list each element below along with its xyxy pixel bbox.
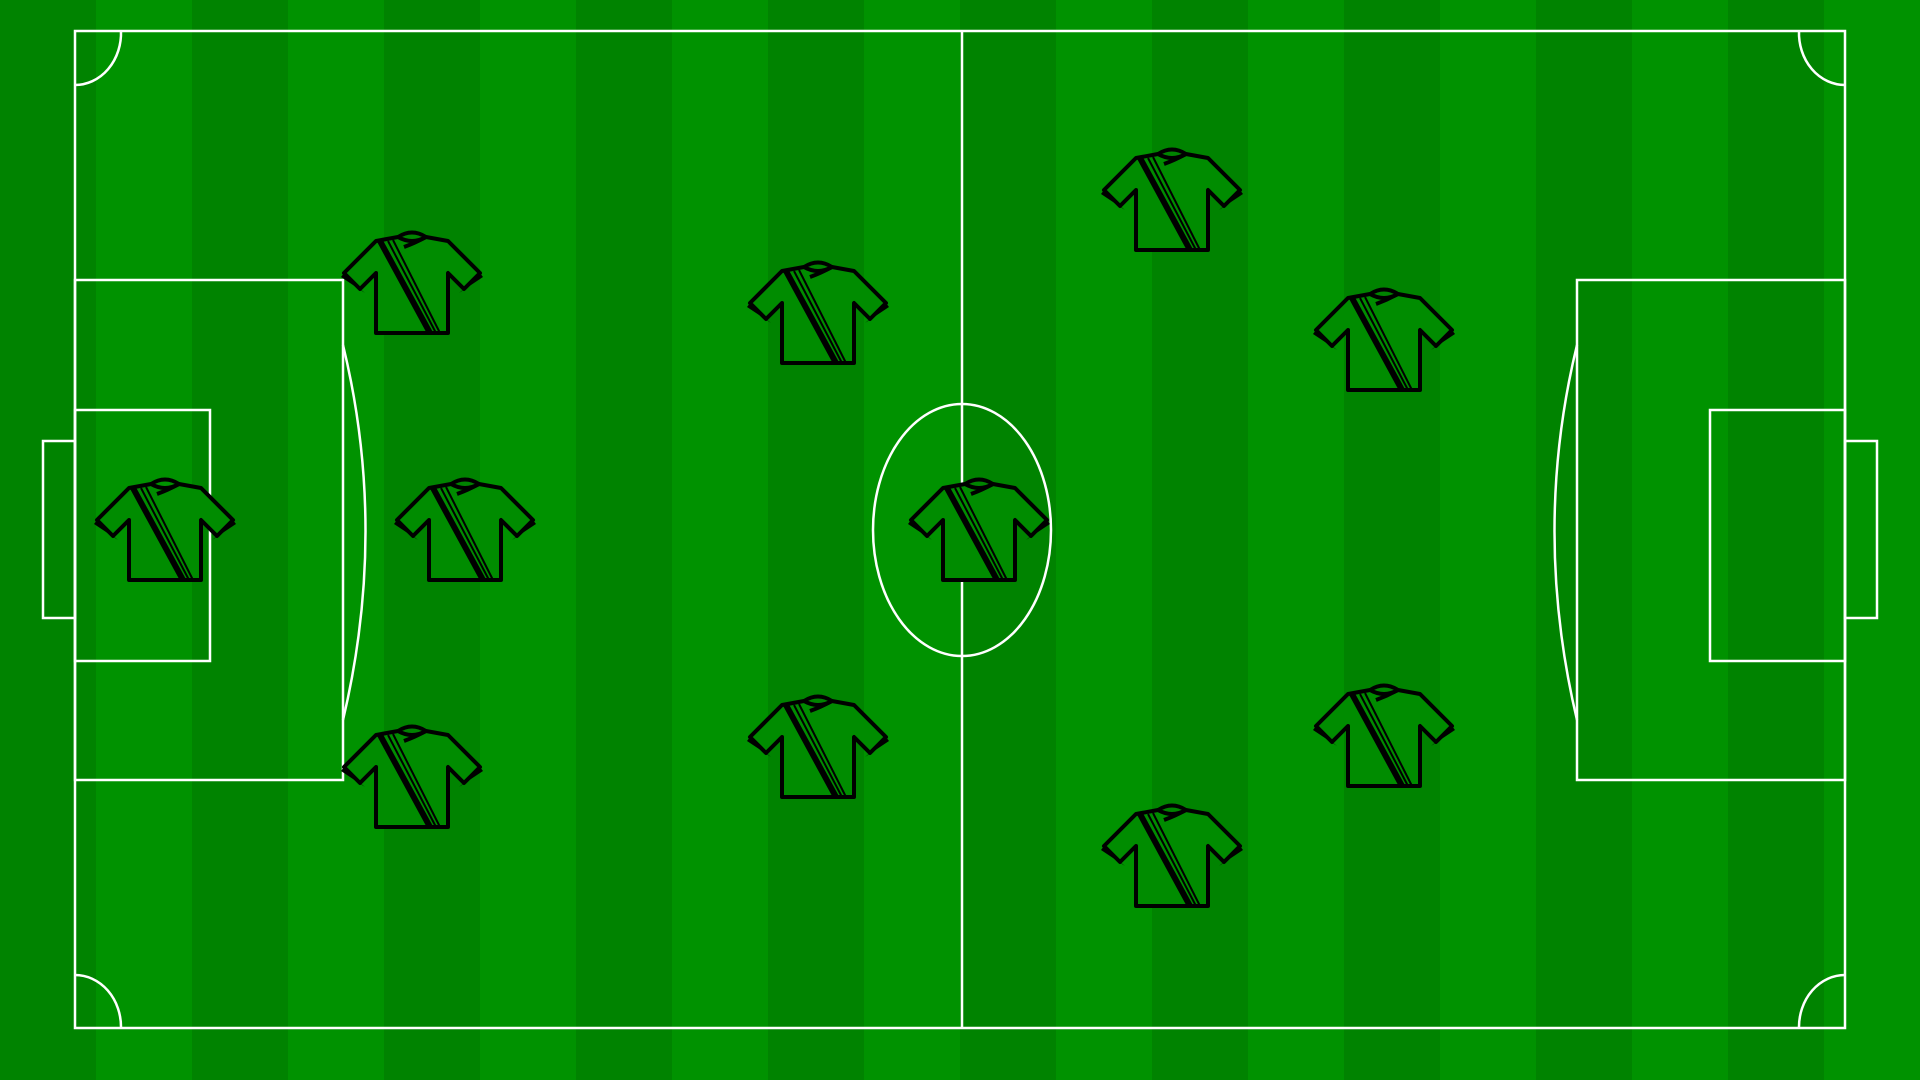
grass-stripe (192, 0, 289, 1080)
grass-stripe (576, 0, 673, 1080)
grass-stripe (1344, 0, 1441, 1080)
corner-arc-top-right (1797, 30, 1846, 87)
grass-stripe (288, 0, 385, 1080)
corner-arc-top-left (74, 30, 123, 87)
corner-arc-bottom-left (74, 973, 123, 1029)
grass-stripe (768, 0, 865, 1080)
left-goal (41, 439, 77, 620)
grass-stripe (1248, 0, 1345, 1080)
center-circle (871, 402, 1053, 658)
grass-stripe (1824, 0, 1920, 1080)
right-penalty-arc (1553, 344, 1579, 721)
grass-stripe (1440, 0, 1537, 1080)
grass-stripe (672, 0, 769, 1080)
grass-stripe (1728, 0, 1825, 1080)
grass-stripe (0, 0, 97, 1080)
right-goal (1843, 439, 1879, 620)
grass-stripe (1536, 0, 1633, 1080)
corner-arc-bottom-right (1797, 973, 1846, 1029)
left-penalty-arc (341, 344, 367, 721)
grass-stripe (1632, 0, 1729, 1080)
